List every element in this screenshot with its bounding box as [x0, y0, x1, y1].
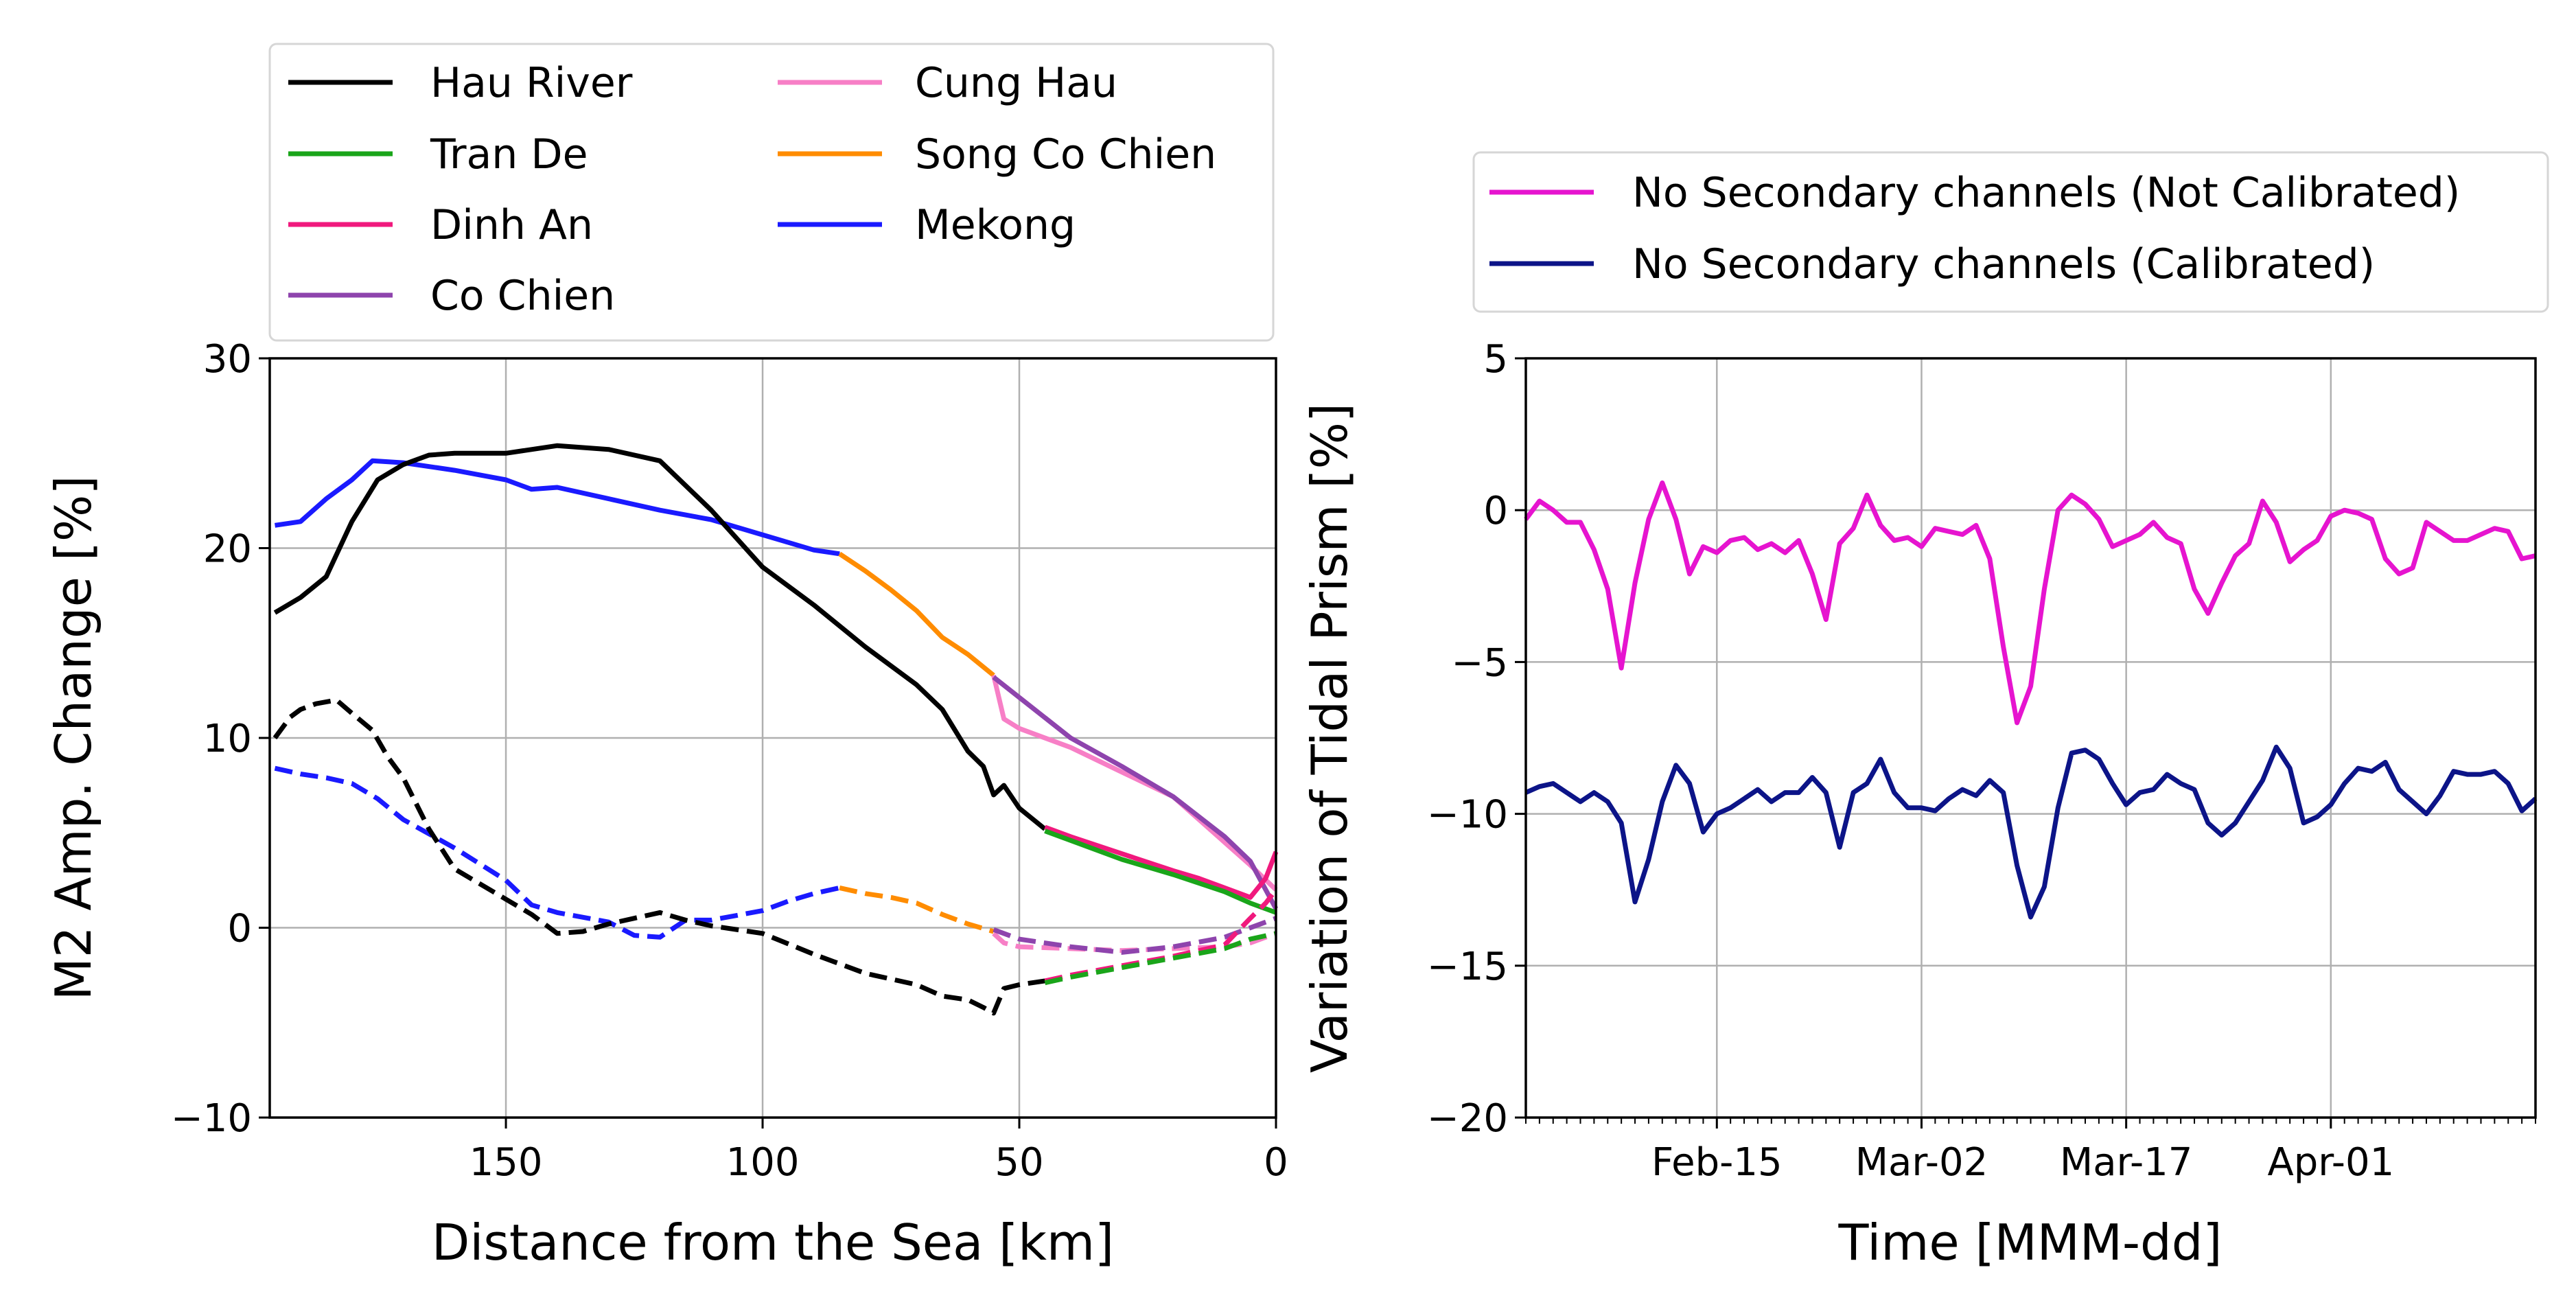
- y-axis-label: Variation of Tidal Prism [%]: [1301, 403, 1358, 1073]
- y-tick-label: −5: [1451, 640, 1508, 685]
- series-line-song-co-chien-dashed: [839, 885, 995, 934]
- series-line-co-chien-dashed: [993, 916, 1277, 955]
- legend-label: Mekong: [915, 201, 1076, 249]
- legend-label: No Secondary channels (Not Calibrated): [1632, 169, 2460, 217]
- y-tick-label: −10: [1427, 793, 1508, 837]
- series-line-hau-river-dashed: [272, 697, 1045, 1016]
- y-tick-label: 0: [227, 907, 252, 951]
- series-line-cung-hau: [991, 674, 1278, 892]
- series-line-tran-de-dashed: [1044, 931, 1277, 986]
- legend-label: No Secondary channels (Calibrated): [1632, 240, 2375, 288]
- axis-ticks: Feb-15 Mar-02 Mar-17 Apr-01 5 0 −5 −10 −15 −20: [1427, 337, 2536, 1185]
- chart-time: Feb-15 Mar-02 Mar-17 Apr-01 5 0 −5 −10 −15 −20 Ti…: [1301, 151, 2549, 1271]
- y-axis-label: M2 Amp. Change [%]: [45, 476, 102, 1001]
- legend: Hau River Tran De Dinh An Co Chien Cung …: [268, 43, 1275, 342]
- x-axis-label: Distance from the Sea [km]: [432, 1214, 1114, 1271]
- legend-label: Hau River: [430, 59, 633, 107]
- series-line-tran-de: [1044, 829, 1277, 915]
- series-line-no-secondary-channels-calibrated-: [1524, 744, 2538, 920]
- legend-label: Song Co Chien: [915, 130, 1216, 178]
- x-tick-label: 100: [726, 1140, 800, 1185]
- legend-label: Tran De: [430, 130, 588, 178]
- series-line-co-chien: [992, 675, 1279, 910]
- series-line-mekong-dashed: [274, 765, 840, 940]
- x-tick-label: 50: [995, 1140, 1043, 1185]
- y-tick-label: 20: [203, 527, 252, 572]
- series-line-mekong: [274, 458, 840, 557]
- legend-frame: [268, 43, 1275, 342]
- legend-label: Co Chien: [430, 272, 615, 320]
- series-lines: [272, 443, 1279, 1016]
- y-tick-label: 5: [1483, 337, 1508, 382]
- legend-label: Cung Hau: [915, 59, 1117, 107]
- legend-label: Dinh An: [430, 201, 593, 249]
- x-tick-label: Mar-17: [2060, 1140, 2193, 1185]
- y-tick-label: 10: [203, 717, 252, 761]
- x-axis-label: Time [MMM-dd]: [1837, 1214, 2222, 1271]
- series-line-no-secondary-channels-not-calibrated-: [1524, 480, 2536, 726]
- series-lines: [1524, 480, 2538, 920]
- series-line-hau-river: [273, 443, 1047, 831]
- x-tick-label: Apr-01: [2267, 1140, 2394, 1185]
- legend-frame: [1472, 151, 2549, 313]
- x-tick-label: 0: [1264, 1140, 1288, 1185]
- legend: No Secondary channels (Not Calibrated) N…: [1472, 151, 2549, 313]
- y-tick-label: −10: [171, 1096, 252, 1141]
- y-tick-label: 30: [203, 337, 252, 382]
- x-tick-label: 150: [469, 1140, 543, 1185]
- series-line-dinh-an: [1044, 824, 1279, 900]
- y-tick-label: −15: [1427, 945, 1508, 989]
- series-line-song-co-chien: [838, 551, 995, 678]
- y-tick-label: −20: [1427, 1096, 1508, 1141]
- x-tick-label: Feb-15: [1651, 1140, 1783, 1185]
- y-tick-label: 0: [1483, 489, 1508, 533]
- x-tick-label: Mar-02: [1855, 1140, 1988, 1185]
